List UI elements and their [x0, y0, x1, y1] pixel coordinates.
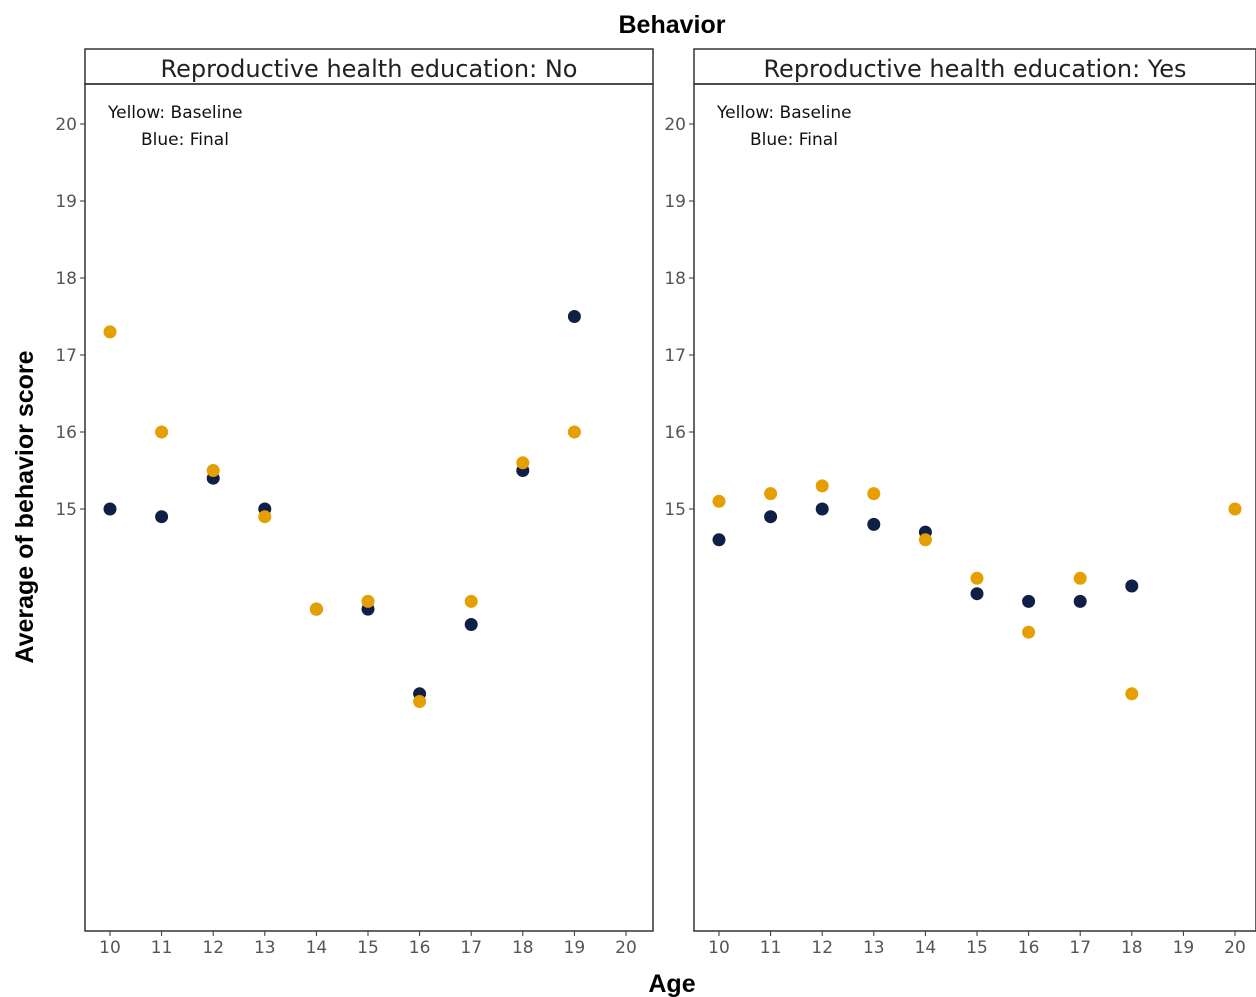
final-point	[1022, 594, 1036, 608]
panel-note-baseline: Yellow: Baseline	[716, 103, 852, 123]
y-tick-label: 18	[55, 269, 77, 289]
final-point	[764, 510, 778, 524]
baseline-point	[1228, 502, 1242, 516]
panel-note-final: Blue: Final	[750, 130, 838, 150]
baseline-point	[764, 487, 778, 501]
final-point	[155, 510, 169, 524]
baseline-point	[712, 494, 726, 508]
y-tick-label: 18	[664, 269, 686, 289]
y-tick-label: 15	[55, 500, 77, 520]
chart-title: Behavior	[619, 11, 726, 39]
x-tick-label: 11	[151, 938, 173, 958]
x-tick-label: 10	[708, 938, 730, 958]
baseline-point	[1125, 687, 1139, 701]
x-tick-label: 17	[460, 938, 482, 958]
panel-strip-label: Reproductive health education: No	[161, 55, 578, 83]
y-tick-label: 20	[664, 115, 686, 135]
x-tick-label: 19	[1173, 938, 1195, 958]
x-tick-label: 13	[863, 938, 885, 958]
panel-plot-area	[693, 83, 1256, 932]
panel-strip-label: Reproductive health education: Yes	[763, 55, 1186, 83]
x-tick-label: 12	[202, 938, 224, 958]
final-point	[1125, 579, 1139, 593]
y-tick-label: 15	[664, 500, 686, 520]
final-point	[103, 502, 117, 516]
y-tick-label: 19	[664, 192, 686, 212]
y-tick-label: 19	[55, 192, 77, 212]
baseline-point	[970, 571, 984, 585]
series-final	[712, 502, 1139, 608]
y-axis-title: Average of behavior score	[11, 350, 39, 663]
panels: Reproductive health education: No 15 16 17 1…	[55, 48, 1256, 958]
x-tick-label: 14	[306, 938, 328, 958]
x-tick-label: 15	[357, 938, 379, 958]
final-point	[970, 587, 984, 601]
x-tick-label: 12	[811, 938, 833, 958]
baseline-point	[206, 464, 220, 477]
series-baseline	[103, 325, 581, 708]
baseline-point	[1022, 625, 1036, 639]
x-tick-label: 20	[615, 938, 637, 958]
final-point	[867, 517, 881, 531]
final-point	[567, 310, 581, 323]
baseline-point	[361, 594, 375, 608]
panel-strip	[693, 48, 1256, 85]
baseline-point	[1073, 571, 1087, 585]
panel-note-baseline: Yellow: Baseline	[107, 103, 243, 123]
baseline-point	[918, 533, 932, 547]
panel-strip	[84, 48, 654, 85]
series-baseline	[712, 479, 1242, 701]
baseline-point	[258, 510, 272, 524]
baseline-point	[413, 695, 427, 708]
baseline-point	[464, 594, 478, 608]
x-tick-label: 18	[1121, 938, 1143, 958]
baseline-point	[103, 325, 117, 339]
final-point	[1073, 594, 1087, 608]
panel-plot-area	[84, 83, 654, 932]
x-tick-label: 11	[760, 938, 782, 958]
x-tick-label: 18	[512, 938, 534, 958]
x-tick-label: 15	[966, 938, 988, 958]
x-tick-label: 20	[1224, 938, 1246, 958]
y-tick-label: 17	[664, 346, 686, 366]
panel-2: Reproductive health education: Yes 15 16 17…	[664, 48, 1256, 958]
final-point	[464, 618, 478, 631]
x-tick-label: 19	[564, 938, 586, 958]
y-tick-label: 16	[664, 423, 686, 443]
baseline-point	[155, 425, 169, 439]
y-tick-label: 20	[55, 115, 77, 135]
series-final	[103, 310, 581, 701]
panel-1: Reproductive health education: No 15 16 17 1…	[55, 48, 654, 958]
baseline-point	[516, 456, 530, 470]
x-tick-label: 16	[409, 938, 431, 958]
x-tick-label: 10	[99, 938, 121, 958]
final-point	[815, 502, 829, 516]
baseline-point	[867, 487, 881, 501]
x-tick-label: 17	[1069, 938, 1091, 958]
baseline-point	[815, 479, 829, 493]
x-tick-label: 13	[254, 938, 276, 958]
baseline-point	[309, 602, 323, 616]
x-axis-title: Age	[648, 970, 695, 997]
y-tick-label: 16	[55, 423, 77, 443]
x-tick-label: 16	[1018, 938, 1040, 958]
final-point	[712, 533, 726, 547]
x-tick-label: 14	[915, 938, 937, 958]
baseline-point	[567, 425, 581, 439]
y-tick-label: 17	[55, 346, 77, 366]
panel-note-final: Blue: Final	[141, 130, 229, 150]
